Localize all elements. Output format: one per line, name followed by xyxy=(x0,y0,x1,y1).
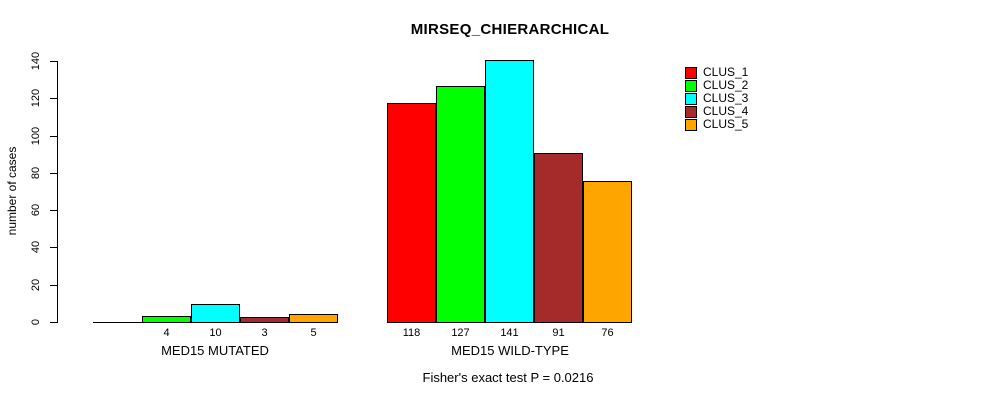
bar-value-label-clus_4-med15-mutated: 3 xyxy=(261,327,268,339)
bar-clus_3-med15-mutated xyxy=(191,304,240,323)
y-tick-mark xyxy=(50,210,57,211)
bar-value-label-clus_5-med15-wild-type: 76 xyxy=(601,327,614,339)
legend-label-clus_3: CLUS_3 xyxy=(703,91,749,105)
chart-title: MIRSEQ_CHIERARCHICAL xyxy=(410,21,610,38)
y-tick-label: 100 xyxy=(30,126,42,146)
bar-value-label-clus_2-med15-mutated: 4 xyxy=(163,327,170,339)
y-tick-mark xyxy=(50,285,57,286)
bar-value-label-clus_1-med15-wild-type: 118 xyxy=(402,327,421,339)
legend-label-clus_4: CLUS_4 xyxy=(703,104,749,118)
y-tick-mark xyxy=(50,61,57,62)
y-tick-label: 120 xyxy=(30,88,42,108)
bar-clus_4-med15-wild-type xyxy=(534,153,583,323)
y-axis-line xyxy=(57,61,58,323)
bar-value-label-clus_5-med15-mutated: 5 xyxy=(310,327,317,339)
legend-swatch-clus_5 xyxy=(685,118,697,131)
legend-label-clus_5: CLUS_5 xyxy=(703,117,749,131)
legend: CLUS_1 CLUS_2 CLUS_3 CLUS_4 CLUS_5 xyxy=(685,66,748,131)
legend-swatch-clus_4 xyxy=(685,105,697,118)
fisher-test-annotation: Fisher's exact test P = 0.0216 xyxy=(422,370,594,385)
y-tick-label: 40 xyxy=(30,240,42,254)
legend-swatch-clus_3 xyxy=(685,92,697,105)
bar-clus_4-med15-mutated xyxy=(240,317,289,323)
legend-swatch-clus_1 xyxy=(685,66,697,79)
legend-swatch-clus_2 xyxy=(685,79,697,92)
y-tick-label: 0 xyxy=(30,318,42,326)
group-label-med15-mutated: MED15 MUTATED xyxy=(161,343,269,358)
legend-row-clus_1: CLUS_1 xyxy=(685,66,748,79)
bar-value-label-clus_4-med15-wild-type: 91 xyxy=(552,327,565,339)
y-tick-mark xyxy=(50,247,57,248)
bar-value-label-clus_2-med15-wild-type: 127 xyxy=(451,327,470,339)
bar-clus_2-med15-wild-type xyxy=(436,86,485,323)
y-tick-mark xyxy=(50,98,57,99)
legend-label-clus_1: CLUS_1 xyxy=(703,65,749,79)
group-label-med15-wild-type: MED15 WILD-TYPE xyxy=(451,343,569,358)
y-tick-label: 80 xyxy=(30,166,42,180)
legend-row-clus_2: CLUS_2 xyxy=(685,79,748,92)
legend-row-clus_5: CLUS_5 xyxy=(685,118,748,131)
y-tick-label: 20 xyxy=(30,278,42,292)
y-tick-mark xyxy=(50,173,57,174)
bar-clus_1-med15-wild-type xyxy=(387,103,436,323)
y-tick-mark xyxy=(50,322,57,323)
bar-clus_1-med15-mutated xyxy=(93,322,142,323)
bar-clus_3-med15-wild-type xyxy=(485,60,534,323)
legend-row-clus_3: CLUS_3 xyxy=(685,92,748,105)
y-tick-mark xyxy=(50,136,57,137)
y-tick-label: 60 xyxy=(30,203,42,217)
y-tick-label: 140 xyxy=(30,51,42,71)
legend-row-clus_4: CLUS_4 xyxy=(685,105,748,118)
bar-value-label-clus_3-med15-mutated: 10 xyxy=(209,327,222,339)
bar-clus_5-med15-mutated xyxy=(289,314,338,323)
bar-clus_2-med15-mutated xyxy=(142,316,191,323)
y-axis-label: number of cases xyxy=(5,146,19,236)
bar-value-label-clus_3-med15-wild-type: 141 xyxy=(500,327,519,339)
bar-clus_5-med15-wild-type xyxy=(583,181,632,323)
legend-label-clus_2: CLUS_2 xyxy=(703,78,749,92)
